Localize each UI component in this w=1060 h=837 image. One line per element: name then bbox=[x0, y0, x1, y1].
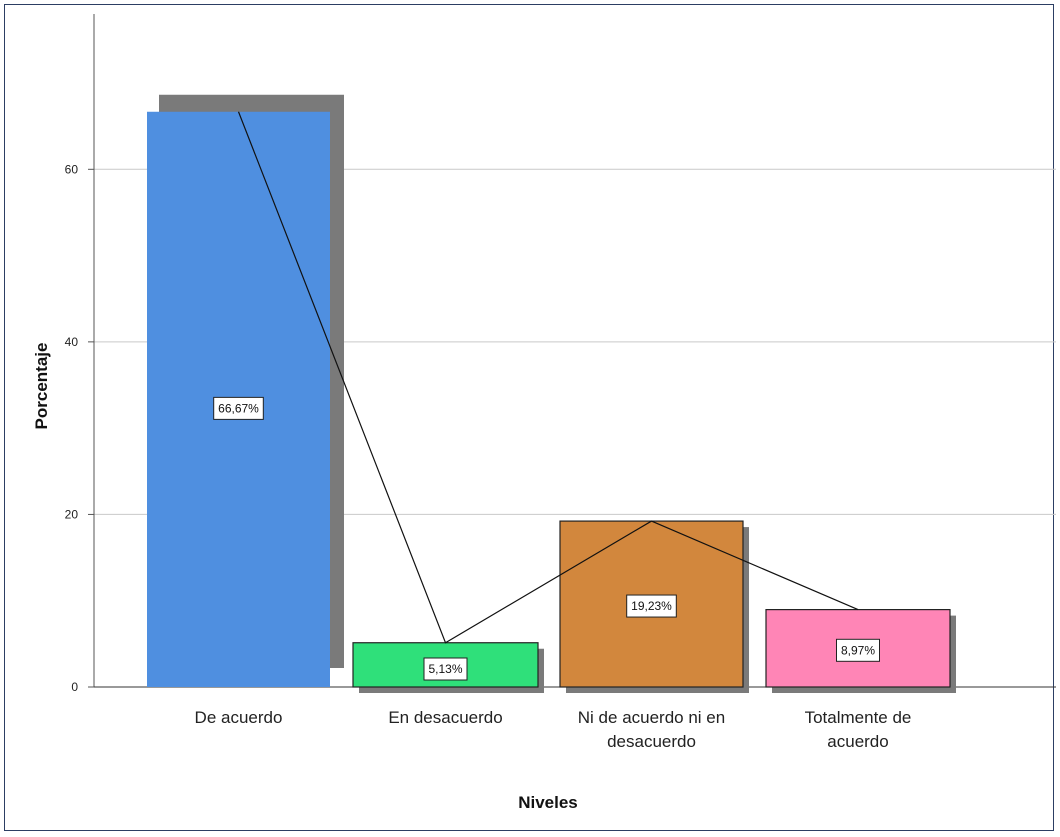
data-label-box bbox=[213, 396, 264, 420]
data-label-box bbox=[423, 657, 468, 681]
x-tick-label: En desacuerdo bbox=[388, 708, 502, 727]
connecting-line bbox=[237, 111, 859, 644]
bars bbox=[147, 94, 956, 693]
connecting-line-group bbox=[237, 111, 859, 644]
y-tick-label: 20 bbox=[65, 507, 79, 521]
y-tick-label: 40 bbox=[65, 335, 79, 349]
data-label: 8,97% bbox=[841, 643, 875, 657]
x-tick-label: acuerdo bbox=[827, 732, 888, 751]
y-tick-label: 0 bbox=[71, 680, 78, 694]
data-label: 66,67% bbox=[218, 401, 259, 415]
data-labels: 66,67% 5,13% 19,23% 8,97% bbox=[213, 396, 880, 681]
x-tick-label: desacuerdo bbox=[607, 732, 696, 751]
tick-labels: 0 20 40 60 De acuerdo En desacuerdo Ni de acue… bbox=[65, 162, 912, 751]
x-axis-title: Niveles bbox=[518, 793, 578, 812]
y-tick-label: 60 bbox=[65, 162, 79, 176]
data-label-box bbox=[626, 594, 677, 618]
data-label-box bbox=[836, 638, 880, 662]
x-tick-label: Ni de acuerdo ni en bbox=[578, 708, 725, 727]
x-tick-label: Totalmente de bbox=[805, 708, 912, 727]
x-tick-label: De acuerdo bbox=[195, 708, 283, 727]
data-label: 5,13% bbox=[428, 662, 462, 676]
data-label: 19,23% bbox=[631, 599, 672, 613]
y-axis-title: Porcentaje bbox=[32, 343, 51, 430]
